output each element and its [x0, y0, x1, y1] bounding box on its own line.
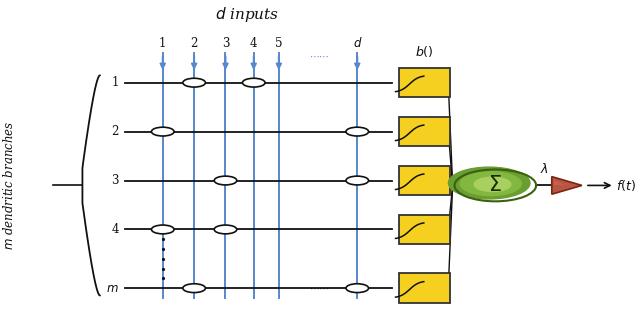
FancyBboxPatch shape: [399, 117, 450, 146]
Circle shape: [346, 176, 369, 185]
Polygon shape: [554, 180, 565, 185]
Circle shape: [214, 225, 237, 234]
Polygon shape: [552, 176, 582, 194]
Text: 3: 3: [221, 37, 229, 50]
Text: 1: 1: [159, 37, 166, 50]
Circle shape: [346, 127, 369, 136]
Text: $f(t)$: $f(t)$: [616, 178, 636, 193]
Text: $\Sigma$: $\Sigma$: [488, 175, 502, 195]
Circle shape: [214, 176, 237, 185]
Text: 3: 3: [111, 174, 119, 187]
Circle shape: [152, 127, 174, 136]
Text: $\cdots\cdots$: $\cdots\cdots$: [309, 283, 330, 293]
Text: $d$ inputs: $d$ inputs: [215, 5, 280, 24]
Text: $m$ dendritic branches: $m$ dendritic branches: [2, 121, 16, 250]
Text: 1: 1: [111, 76, 119, 89]
Circle shape: [183, 284, 205, 293]
Circle shape: [449, 167, 530, 199]
Circle shape: [346, 284, 369, 293]
Text: $\cdots\cdots$: $\cdots\cdots$: [309, 51, 330, 61]
FancyBboxPatch shape: [399, 215, 450, 244]
FancyBboxPatch shape: [399, 273, 450, 303]
Text: 5: 5: [275, 37, 283, 50]
Text: 2: 2: [191, 37, 198, 50]
Text: $\lambda$: $\lambda$: [540, 162, 548, 175]
Circle shape: [243, 78, 265, 87]
Text: $m$: $m$: [106, 282, 119, 295]
Text: 4: 4: [250, 37, 257, 50]
Text: $d$: $d$: [353, 36, 362, 50]
Circle shape: [152, 225, 174, 234]
Text: 4: 4: [111, 223, 119, 236]
Circle shape: [183, 78, 205, 87]
FancyBboxPatch shape: [399, 166, 450, 195]
Text: $b()$: $b()$: [415, 44, 434, 59]
Text: 2: 2: [111, 125, 119, 138]
Circle shape: [474, 177, 511, 192]
FancyBboxPatch shape: [399, 68, 450, 97]
Circle shape: [460, 172, 522, 195]
